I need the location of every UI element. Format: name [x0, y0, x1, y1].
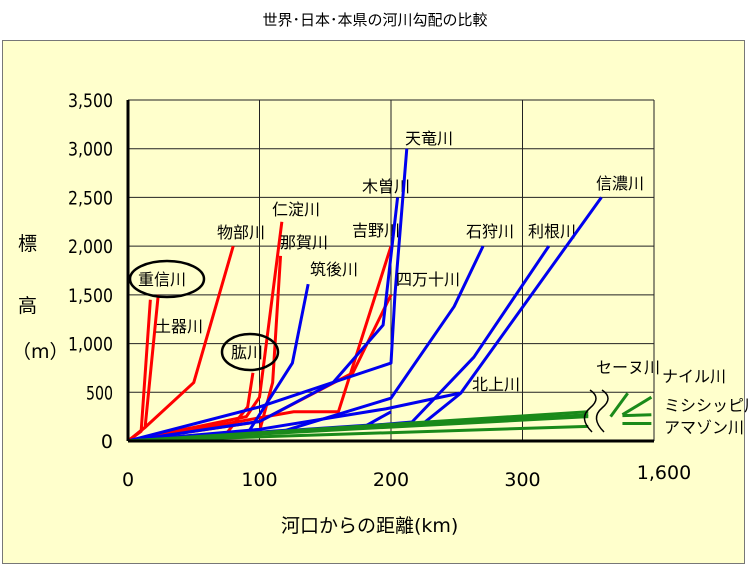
y-tick-label: 2,000	[68, 236, 113, 258]
series-label: 天竜川	[405, 129, 453, 148]
series-label: ナイル川	[662, 367, 726, 386]
series-label: 利根川	[528, 222, 576, 241]
x-tick-label: 100	[241, 469, 277, 491]
series-label: 重信川	[138, 270, 186, 289]
series-line-吉野川	[127, 245, 393, 443]
y-tick-label: 3,000	[68, 139, 113, 161]
highlight-ellipse-重信川	[128, 259, 206, 299]
y-axis-label: （m）	[12, 341, 69, 363]
axis-break-mark	[595, 389, 609, 433]
series-label: 土器川	[155, 317, 203, 336]
x-tick-label: 1,600	[637, 462, 691, 484]
series-label: 筑後川	[310, 260, 358, 279]
series-label: 那賀川	[280, 233, 328, 252]
series-line-天竜川	[127, 148, 409, 443]
x-tick-label: 0	[122, 469, 134, 491]
series-label: セーヌ川	[596, 358, 660, 377]
series-line-ミシシッピ川	[622, 413, 652, 418]
series-line-仁淀川	[127, 221, 284, 443]
series-line-セーヌ川	[609, 392, 629, 418]
highlight-ellipse-肱川	[220, 332, 280, 372]
y-tick-label: 3,500	[68, 90, 113, 112]
series-label: 仁淀川	[272, 200, 320, 219]
series-label: 物部川	[217, 223, 265, 242]
series-label: 四万十川	[396, 270, 460, 289]
series-label: ミシシッピ川	[664, 396, 750, 415]
y-axis-label: 標	[18, 233, 37, 255]
series-label: 北上川	[472, 375, 520, 394]
y-tick-label: 0	[101, 431, 113, 453]
series-line-ミシシッピ川	[127, 415, 589, 443]
series-label: 吉野川	[352, 221, 400, 240]
y-tick-label: 2,500	[68, 187, 113, 209]
chart-title: 世界･日本･本県の河川勾配の比較	[262, 11, 488, 29]
axis-break-mark	[583, 389, 597, 433]
series-line-物部川	[127, 245, 235, 443]
series-line-アマゾン川	[127, 424, 589, 443]
series-label: 木曽川	[362, 177, 410, 196]
x-tick-label: 200	[373, 469, 409, 491]
x-tick-label: 300	[504, 469, 540, 491]
series-label: 信濃川	[596, 174, 644, 193]
y-tick-label: 1,500	[68, 285, 113, 307]
y-axis-label: 高	[18, 295, 37, 317]
series-label: 肱川	[231, 343, 263, 362]
y-tick-label: 1,000	[68, 334, 113, 356]
series-label: アマゾン川	[664, 418, 744, 437]
series-label: 石狩川	[466, 222, 514, 241]
x-axis-label: 河口からの距離(km)	[281, 515, 458, 537]
y-tick-label: 500	[86, 382, 113, 404]
series-line-ナイル川	[621, 395, 653, 416]
